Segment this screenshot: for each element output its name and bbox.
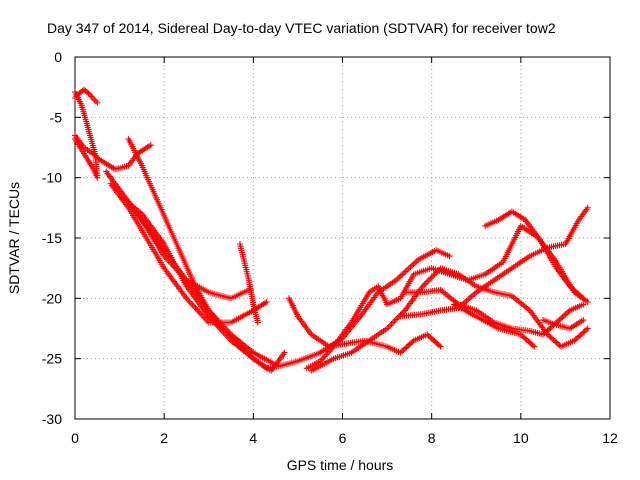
axis-ticks: [74, 56, 611, 420]
data-point: [584, 299, 591, 305]
series-arc-13: [308, 265, 591, 374]
y-tick-label: 0: [54, 49, 62, 65]
data-point: [254, 319, 261, 326]
series-arc-16: [482, 208, 587, 302]
data-point: [580, 301, 587, 308]
data-point: [584, 325, 591, 332]
x-tick-label: 12: [602, 430, 618, 446]
data-point: [580, 317, 587, 324]
data-point: [397, 349, 404, 356]
series-arc-7: [107, 180, 270, 326]
data-point: [580, 295, 587, 302]
chart-title: Day 347 of 2014, Sidereal Day-to-day VTE…: [47, 20, 556, 36]
data-point: [281, 349, 288, 356]
series-arc-11: [286, 295, 444, 356]
y-tick-label: -25: [42, 351, 62, 367]
data-point: [531, 343, 538, 350]
x-tick-label: 8: [428, 430, 436, 446]
x-tick-label: 6: [339, 430, 347, 446]
grid-lines: [75, 57, 610, 419]
y-tick-label: -20: [42, 290, 62, 306]
data-point: [430, 336, 437, 343]
y-tick-label: -30: [42, 411, 62, 427]
data-point: [407, 340, 414, 347]
data-point: [272, 361, 279, 368]
data-point: [95, 155, 102, 162]
y-axis-label: SDTVAR / TECUs: [6, 182, 22, 294]
x-tick-label: 10: [513, 430, 529, 446]
series-arc-4: [72, 136, 101, 181]
data-point: [437, 343, 444, 350]
data-point: [547, 334, 554, 341]
data-points: [72, 86, 591, 374]
data-point: [558, 315, 564, 322]
data-point: [263, 299, 270, 305]
series-arc-10: [237, 241, 261, 326]
y-tick-label: -10: [42, 170, 62, 186]
data-point: [446, 253, 453, 260]
data-point: [94, 174, 101, 181]
data-point: [580, 329, 587, 336]
y-tick-label: -15: [42, 230, 62, 246]
x-tick-label: 4: [249, 430, 257, 446]
series-arc-17: [451, 301, 538, 350]
data-point: [568, 284, 575, 291]
y-tick-label: -5: [50, 109, 63, 125]
y-tick-labels: 0 -5 -10 -15 -20 -25 -30: [42, 49, 62, 427]
data-point: [526, 339, 533, 346]
data-point: [584, 204, 591, 211]
x-axis-label: GPS time / hours: [287, 457, 394, 473]
series-arc-18: [540, 317, 587, 332]
x-tick-label: 0: [71, 430, 79, 446]
x-tick-labels: 0 2 4 6 8 10 12: [71, 430, 618, 446]
data-point: [147, 142, 154, 149]
series-arc-9: [125, 198, 279, 368]
data-point: [94, 99, 101, 106]
x-tick-label: 2: [160, 430, 168, 446]
